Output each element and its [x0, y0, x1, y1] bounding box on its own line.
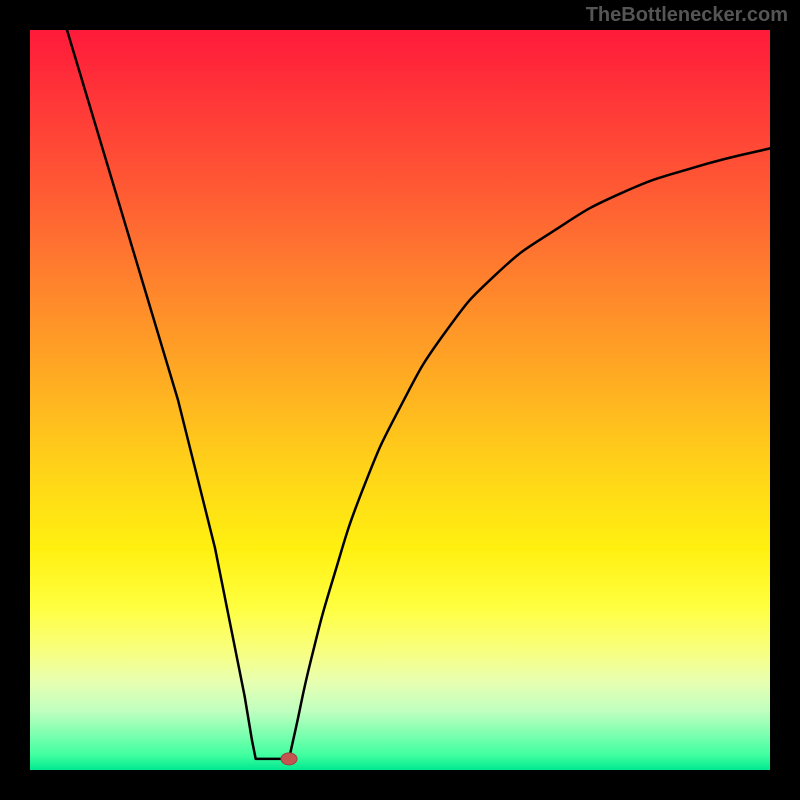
- optimal-point-marker: [281, 753, 297, 765]
- chart-container: TheBottlenecker.com: [0, 0, 800, 800]
- chart-background: [30, 30, 770, 770]
- bottleneck-chart: [0, 0, 800, 800]
- watermark-text: TheBottlenecker.com: [586, 4, 788, 27]
